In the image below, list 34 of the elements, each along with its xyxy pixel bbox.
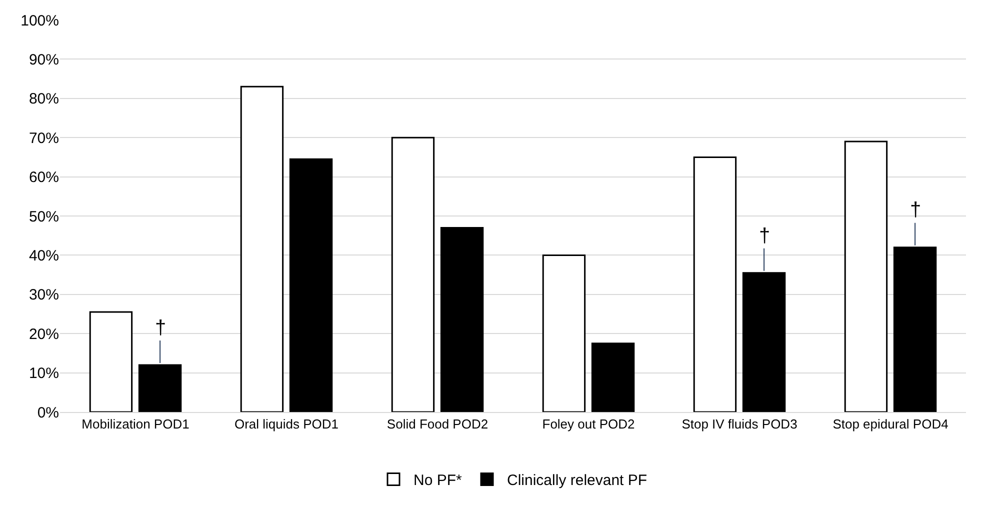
y-tick-label: 90% bbox=[28, 51, 59, 68]
x-tick-label: Oral liquids POD1 bbox=[234, 416, 339, 432]
y-tick-label: 30% bbox=[28, 286, 59, 304]
y-tick-label: 10% bbox=[28, 365, 59, 382]
bar bbox=[138, 364, 182, 412]
bar bbox=[391, 136, 435, 412]
x-tick-label: Stop epidural POD4 bbox=[832, 416, 948, 432]
y-tick-label: 80% bbox=[28, 90, 59, 108]
y-tick-label: 50% bbox=[28, 208, 59, 226]
bar bbox=[240, 86, 284, 412]
bar bbox=[289, 158, 333, 412]
bar bbox=[742, 272, 786, 412]
bar bbox=[89, 311, 133, 412]
y-tick-label: 100% bbox=[20, 12, 59, 30]
x-tick-label: Solid Food POD2 bbox=[386, 416, 488, 432]
annotation: † bbox=[910, 199, 922, 221]
bar bbox=[893, 246, 937, 412]
bar bbox=[440, 227, 484, 412]
y-tick-label: 40% bbox=[28, 247, 59, 264]
annotation: † bbox=[759, 225, 770, 247]
bar bbox=[591, 342, 635, 412]
x-tick-label: Stop IV fluids POD3 bbox=[682, 416, 798, 432]
x-tick-label: Foley out POD2 bbox=[542, 416, 635, 432]
bar bbox=[693, 156, 737, 412]
bar bbox=[844, 140, 888, 412]
y-tick-label: 0% bbox=[37, 404, 59, 422]
bar bbox=[542, 254, 586, 412]
legend-label: Clinically relevant PF bbox=[507, 472, 648, 490]
legend-label: No PF* bbox=[414, 472, 462, 490]
y-tick-label: 60% bbox=[28, 169, 59, 186]
x-tick-label: Mobilization POD1 bbox=[82, 416, 190, 432]
y-tick-label: 70% bbox=[28, 130, 59, 147]
y-tick-label: 20% bbox=[28, 326, 59, 343]
annotation: † bbox=[155, 317, 166, 339]
